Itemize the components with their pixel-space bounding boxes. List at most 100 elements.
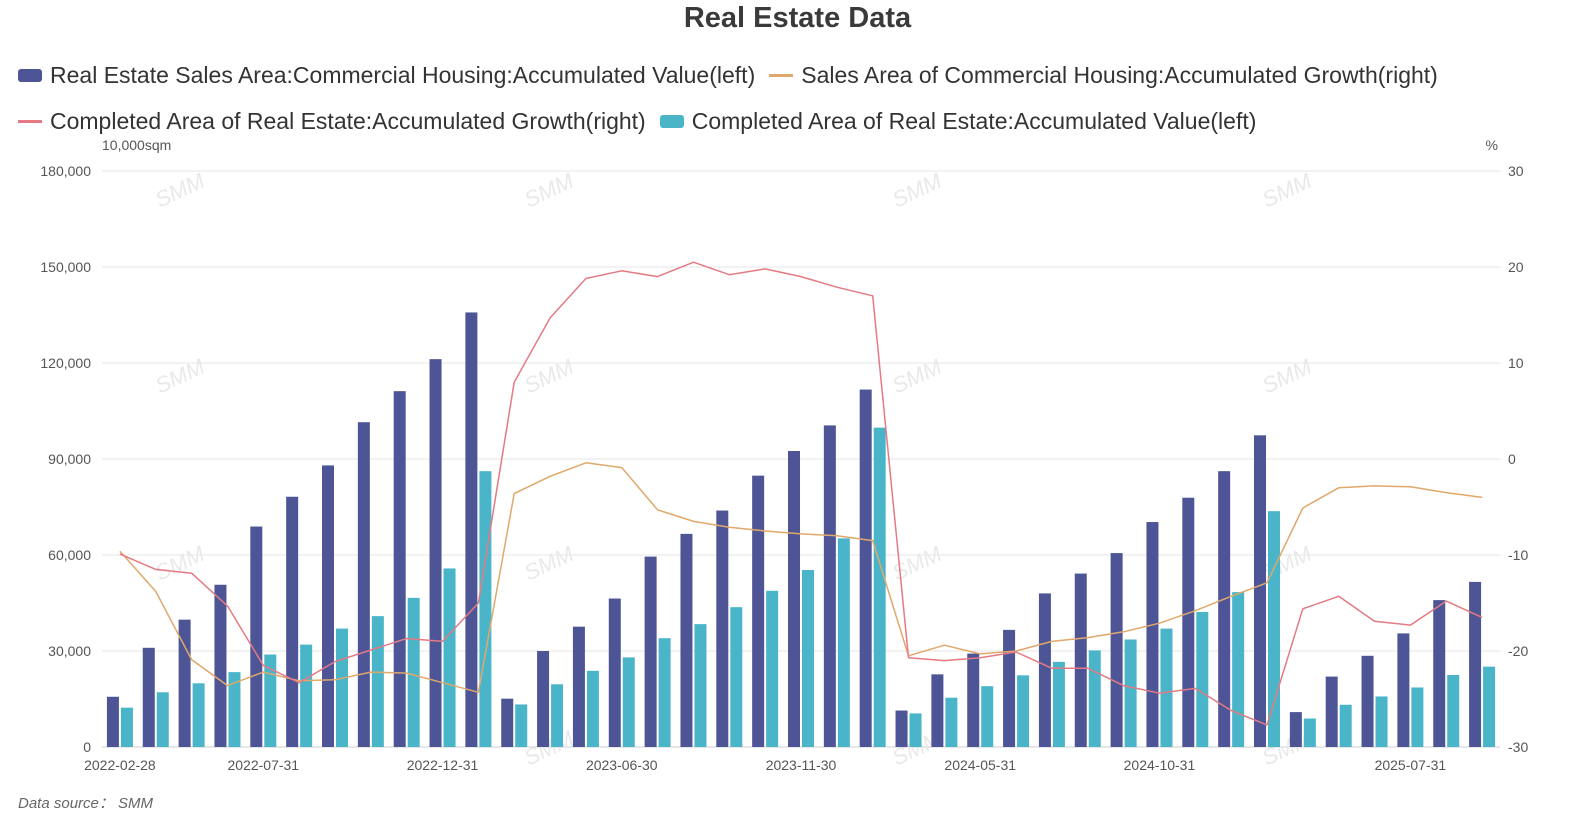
chart-legend: Real Estate Sales Area:Commercial Housin… (18, 52, 1578, 144)
bar-sales-area (752, 475, 765, 747)
bar-completed-area (622, 657, 635, 747)
bar-completed-area (371, 616, 384, 747)
legend-item-completed-growth[interactable]: Completed Area of Real Estate:Accumulate… (18, 108, 646, 135)
legend-item-sales-growth[interactable]: Sales Area of Commercial Housing:Accumul… (769, 62, 1438, 89)
bar-sales-area (1182, 497, 1195, 747)
watermark-text: SMM (520, 726, 578, 771)
right-axis-unit: % (1486, 137, 1498, 153)
x-axis-tick-label: 2022-02-28 (84, 757, 156, 773)
bar-sales-area (967, 653, 980, 747)
data-source-note: Data source： SMM (18, 795, 154, 812)
bar-sales-area (859, 389, 872, 747)
bar-sales-area (1146, 522, 1159, 747)
watermark-text: SMM (520, 168, 578, 213)
bar-completed-area (1339, 704, 1352, 747)
bar-sales-area (1074, 573, 1087, 747)
x-axis-tick-label: 2023-06-30 (586, 757, 658, 773)
right-axis-tick-label: 30 (1508, 163, 1524, 179)
bar-sales-area (823, 425, 836, 747)
bar-completed-area (264, 654, 277, 747)
right-axis-tick-label: -30 (1508, 739, 1528, 755)
bar-completed-area (981, 686, 994, 747)
bar-sales-area (106, 696, 119, 747)
bar-completed-area (1196, 611, 1209, 747)
legend-label-sales-growth: Sales Area of Commercial Housing:Accumul… (801, 61, 1438, 88)
bar-completed-area (551, 684, 564, 747)
watermark-text: SMM (1258, 541, 1316, 586)
bar-completed-area (1052, 661, 1065, 747)
legend-label-completed-growth: Completed Area of Real Estate:Accumulate… (50, 107, 646, 134)
bar-sales-area (1218, 471, 1231, 747)
bar-sales-area (393, 391, 406, 747)
bar-sales-area (429, 359, 442, 747)
right-axis-tick-label: -10 (1508, 547, 1528, 563)
line-completed-growth (119, 261, 1483, 726)
bar-completed-area (802, 570, 814, 747)
bar-sales-area (931, 674, 944, 747)
left-axis-tick-label: 0 (83, 739, 91, 755)
left-axis-tick-label: 60,000 (48, 547, 91, 563)
bar-completed-area (336, 628, 348, 747)
legend-label-sales-area: Real Estate Sales Area:Commercial Housin… (50, 61, 756, 88)
bar-completed-area (443, 568, 456, 747)
bar-completed-area (1268, 511, 1280, 747)
bar-completed-area (1017, 675, 1030, 747)
chart-title: Real Estate Data (683, 2, 912, 34)
bar-sales-area (1003, 629, 1016, 747)
legend-swatch-completed-growth (18, 119, 42, 123)
bar-sales-area (286, 496, 299, 747)
bar-sales-area (250, 526, 263, 747)
bar-sales-area (142, 647, 155, 747)
watermark-text: SMM (520, 354, 578, 399)
bar-completed-area (837, 538, 850, 747)
bar-completed-area (1411, 687, 1424, 747)
bar-sales-area (214, 584, 227, 747)
x-axis-tick-label: 2022-12-31 (407, 757, 479, 773)
x-axis-tick-label: 2025-07-31 (1375, 757, 1447, 773)
bar-completed-area (156, 692, 169, 747)
bar-completed-area (730, 607, 743, 747)
x-axis-tick-label: 2024-10-31 (1124, 757, 1196, 773)
left-axis-tick-label: 180,000 (40, 163, 91, 179)
bar-sales-area (1254, 435, 1266, 747)
watermark-text: SMM (1258, 354, 1316, 399)
bar-completed-area (479, 471, 492, 747)
x-axis-tick-label: 2022-07-31 (227, 757, 299, 773)
legend-swatch-completed-area (659, 114, 684, 128)
bar-sales-area (1325, 676, 1338, 747)
right-axis-tick-label: 10 (1508, 355, 1524, 371)
right-axis-tick-label: 0 (1508, 451, 1516, 467)
watermark-text: SMM (1258, 168, 1316, 213)
bar-completed-area (586, 670, 599, 747)
bar-completed-area (1124, 639, 1137, 747)
bar-sales-area (608, 598, 621, 747)
bar-completed-area (1483, 666, 1496, 747)
watermark-text: SMM (888, 354, 946, 399)
bar-completed-area (1375, 696, 1388, 747)
legend-label-completed-area: Completed Area of Real Estate:Accumulate… (691, 107, 1257, 134)
left-axis-tick-label: 120,000 (40, 355, 91, 371)
left-axis-tick-label: 90,000 (48, 451, 91, 467)
bar-completed-area (1232, 592, 1245, 747)
right-axis-tick-label: 20 (1508, 259, 1524, 275)
left-axis-tick-label: 30,000 (48, 643, 91, 659)
watermark-text: SMM (151, 168, 209, 213)
bar-sales-area (322, 465, 334, 747)
bar-sales-area (1038, 593, 1051, 747)
bar-completed-area (300, 644, 313, 747)
legend-item-sales-area[interactable]: Real Estate Sales Area:Commercial Housin… (18, 62, 755, 89)
bar-completed-area (945, 697, 958, 747)
left-axis-unit: 10,000sqm (102, 137, 171, 153)
x-axis-tick-label: 2024-05-31 (944, 757, 1016, 773)
bar-completed-area (228, 672, 241, 747)
bar-sales-area (644, 556, 657, 747)
watermark-text: SMM (520, 541, 578, 586)
line-sales-growth (119, 462, 1483, 694)
legend-row-1: Real Estate Sales Area:Commercial Housin… (18, 52, 1578, 98)
bar-completed-area (1160, 628, 1173, 747)
bar-sales-area (680, 533, 693, 747)
bar-completed-area (120, 707, 133, 747)
bar-sales-area (1469, 581, 1482, 747)
legend-item-completed-area[interactable]: Completed Area of Real Estate:Accumulate… (659, 107, 1257, 135)
